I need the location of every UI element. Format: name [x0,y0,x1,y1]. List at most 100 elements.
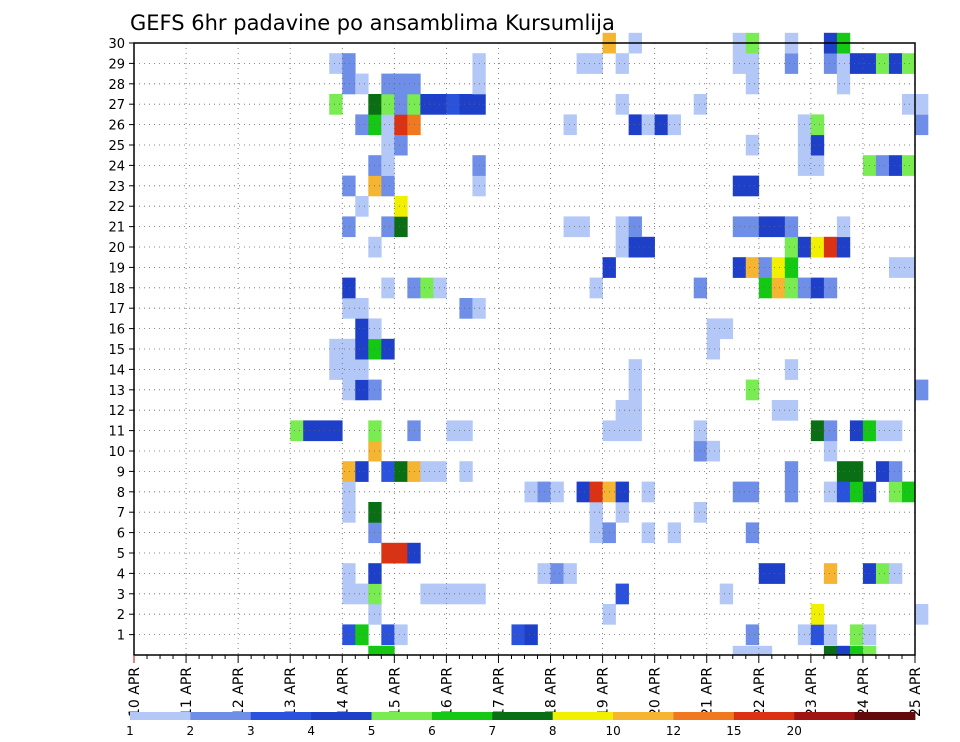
data-cell [849,645,864,656]
data-cell [329,359,343,380]
data-cell [888,155,903,176]
data-cell [901,94,916,115]
data-cell [381,175,395,197]
data-cell [706,440,721,462]
data-cell [915,114,929,136]
data-cell [381,338,395,360]
data-cell [888,461,903,482]
y-tick-label: 21 [108,221,125,236]
data-cell [628,359,642,380]
y-tick-label: 3 [117,588,125,603]
data-cell [381,114,395,136]
legend-swatch [552,712,614,720]
data-cell [394,73,408,95]
y-tick-label: 1 [117,629,125,644]
data-cell [342,379,356,401]
data-cell [719,318,734,340]
data-cell [693,420,708,442]
y-tick-label: 23 [108,180,125,195]
data-cell [550,563,564,584]
data-cell [459,420,473,442]
data-cell [745,175,760,197]
data-cell [758,257,773,278]
data-cell [355,114,369,136]
legend-swatch [431,712,493,720]
data-cell [641,481,655,503]
data-cell [394,542,408,564]
data-cell [329,338,343,360]
x-tick-label: 15 APR [387,667,403,717]
legend-swatch [733,712,795,720]
data-cell [628,236,642,258]
data-cell [615,420,629,442]
data-cell [732,645,747,656]
data-cell [875,420,890,442]
y-tick-label: 24 [108,159,125,174]
data-cell [459,298,473,319]
x-axis: 10 APR 11 APR 12 APR 13 APR 14 APR 15 APR 16 A… [127,655,924,717]
data-cell [342,216,356,238]
data-cell [823,645,838,656]
data-cell [420,583,434,605]
data-cell [459,461,473,482]
y-tick-label: 25 [108,139,125,154]
data-cell [563,114,577,136]
chart-title: GEFS 6hr padavine po ansamblima Kursumli… [130,11,615,35]
data-cell [316,420,330,442]
data-cell [615,400,629,421]
data-cell [745,645,760,656]
data-cell [615,216,629,238]
data-cell [355,461,369,482]
data-cell [641,114,655,136]
data-cell [706,338,721,360]
x-tick-label: 13 APR [283,667,299,717]
data-cell [342,563,356,584]
data-cell [459,583,473,605]
data-cell [355,298,369,319]
data-cell [810,624,825,646]
data-cell [915,379,929,401]
data-cell [654,114,668,136]
data-cell [368,645,382,656]
y-tick-label: 11 [108,425,125,440]
data-cell [810,134,825,156]
data-cell [589,53,603,74]
data-cell [758,277,773,299]
data-cell [628,379,642,401]
data-cell [459,94,473,115]
legend-swatch [854,712,916,720]
data-cell [342,481,356,503]
data-cell [342,583,356,605]
x-tick-label: 20 APR [648,667,664,717]
data-cell [589,502,603,523]
data-cell [433,277,447,299]
data-cell [342,298,356,319]
data-cell [823,481,838,503]
y-tick-label: 14 [108,363,125,378]
y-tick-label: 26 [108,119,125,134]
y-tick-label: 16 [108,323,125,338]
legend-swatch [613,712,674,720]
y-tick-label: 17 [108,302,125,317]
data-cell [355,318,369,340]
data-cell [420,94,434,115]
y-tick-label: 6 [117,527,125,542]
data-cell [719,583,734,605]
data-cell [745,73,760,95]
data-cell [810,114,825,136]
data-cell [784,216,799,238]
data-cell [836,645,851,656]
data-cell [823,563,838,584]
data-cell [810,604,825,625]
data-cell [641,236,655,258]
y-tick-label: 30 [108,37,125,52]
data-cell [394,461,408,482]
legend-swatch [250,712,312,720]
data-cell [836,73,851,95]
data-cell [394,624,408,646]
data-cell [784,481,799,503]
data-cell [381,216,395,238]
data-cell [888,481,903,503]
data-cell [784,257,799,278]
